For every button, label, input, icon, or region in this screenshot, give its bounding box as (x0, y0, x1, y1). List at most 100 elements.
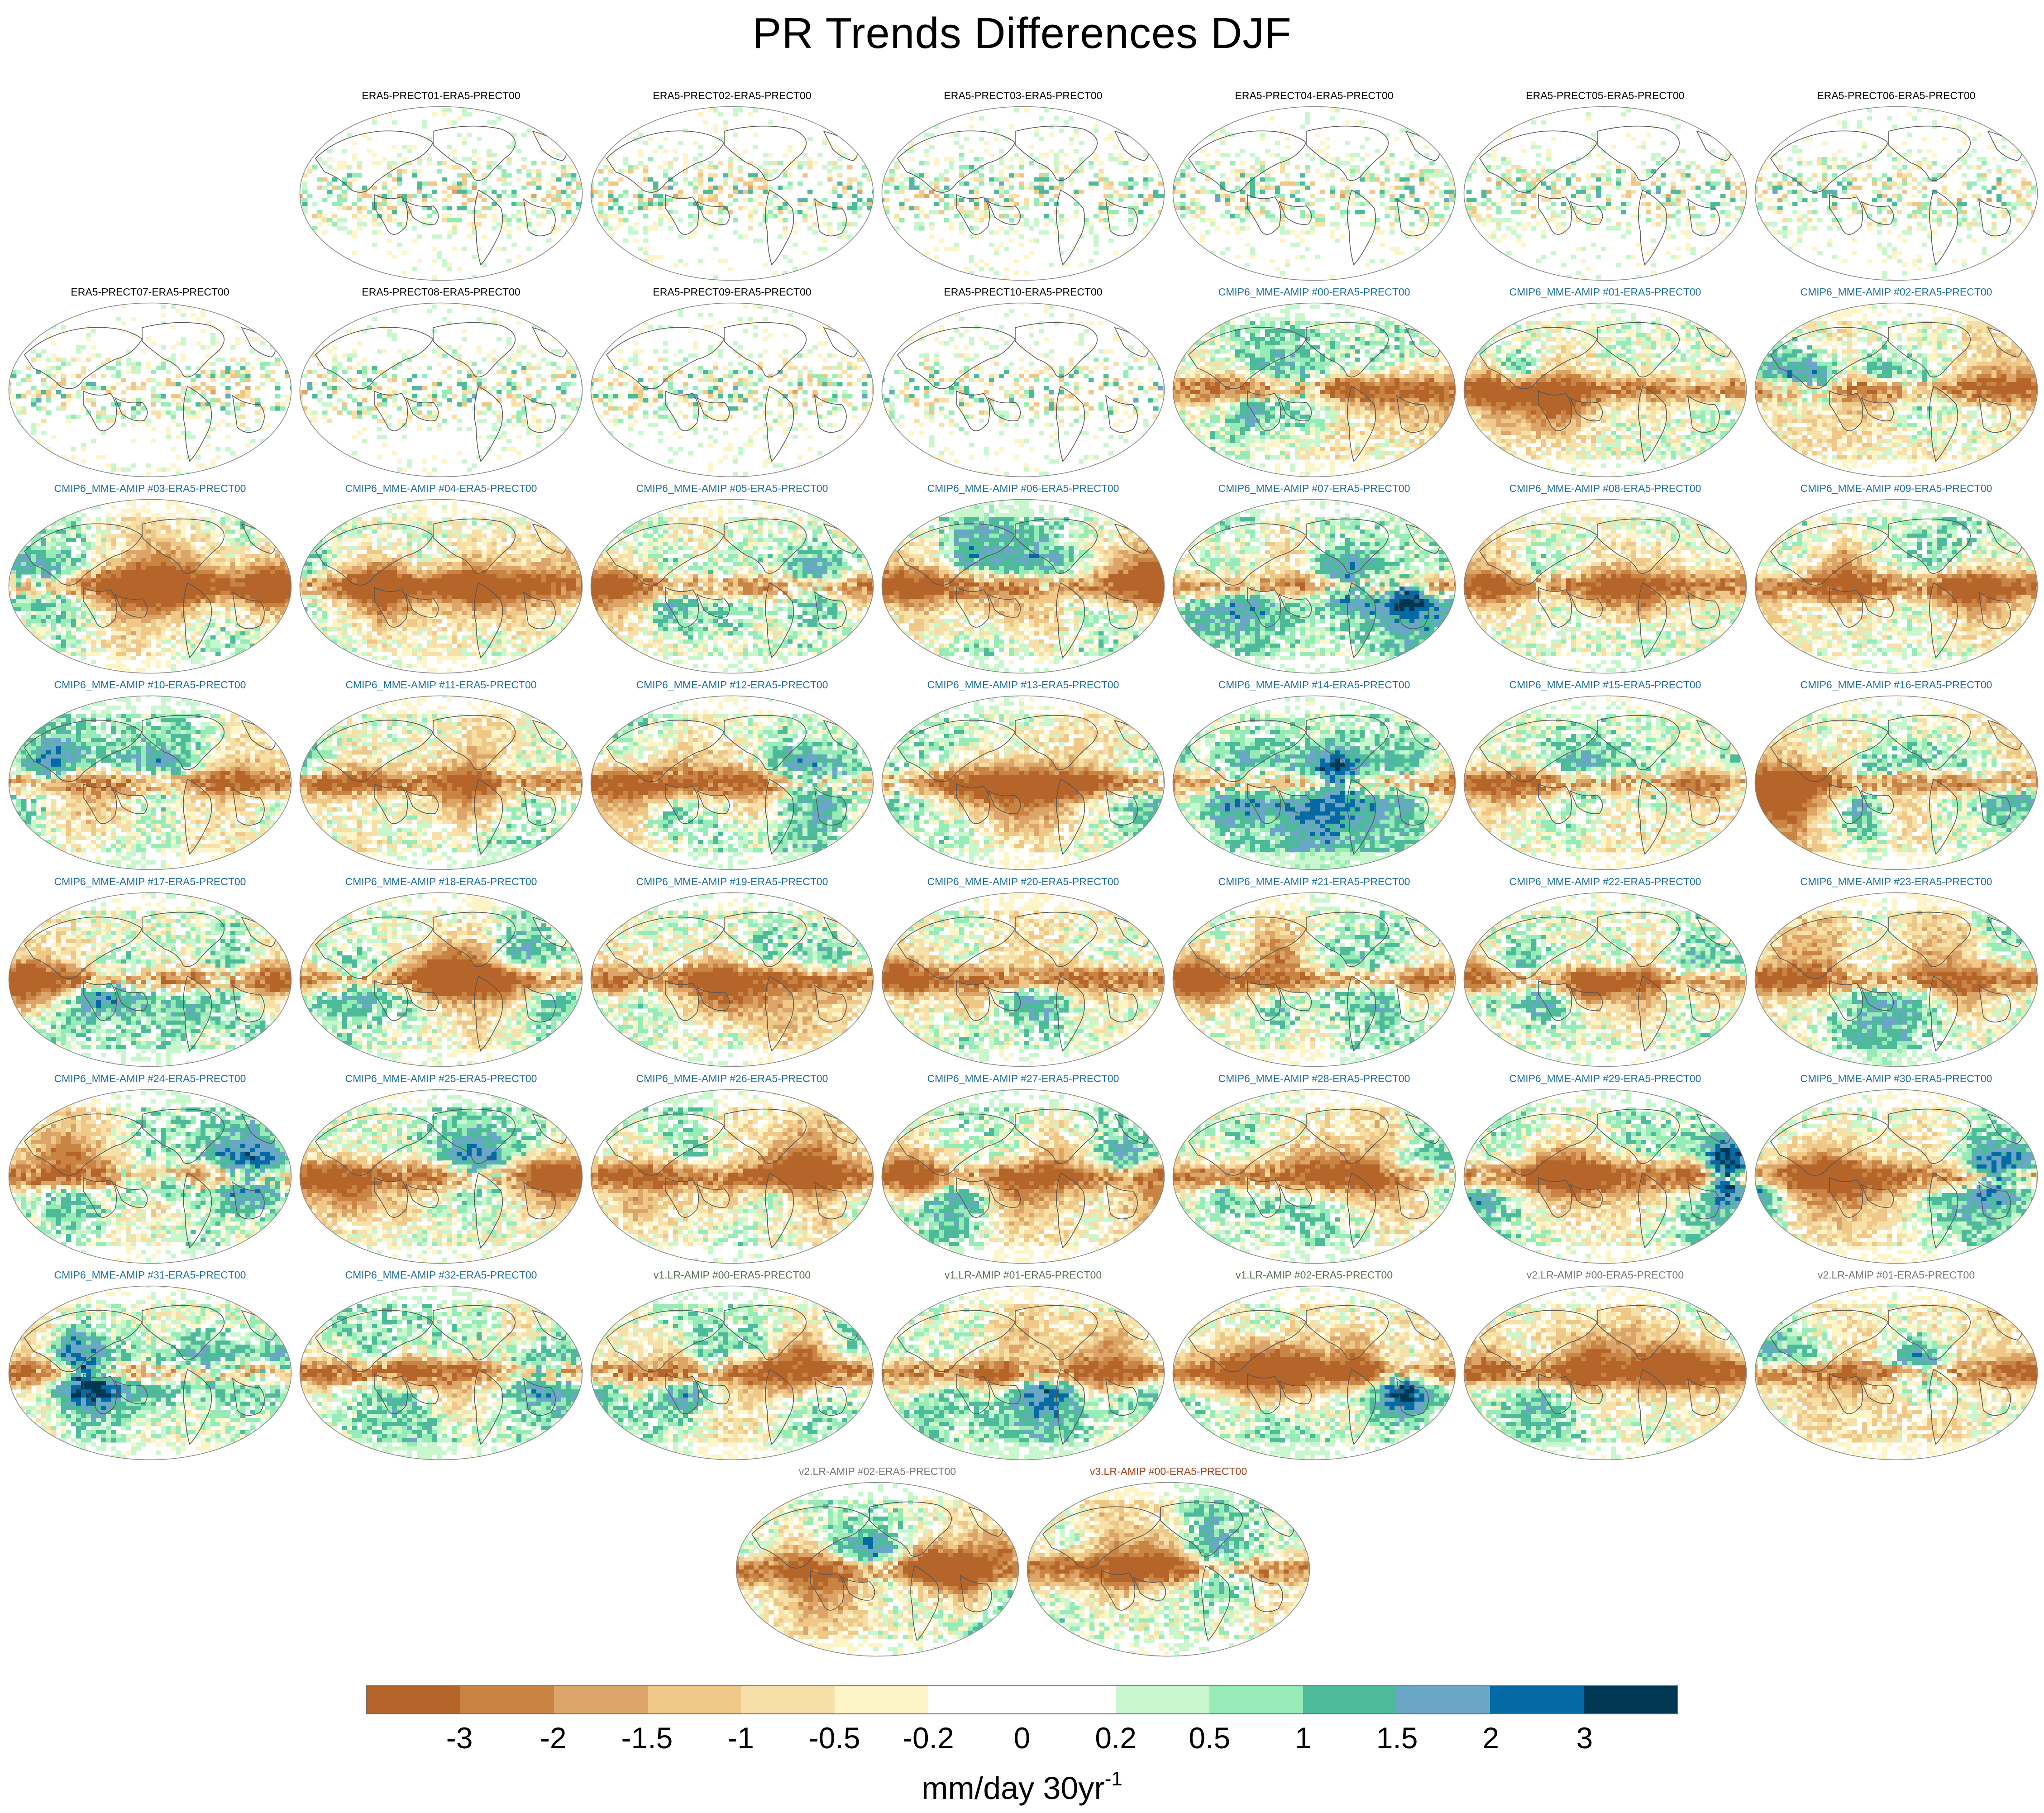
map-panel: CMIP6_MME-AMIP #16-ERA5-PRECT00 (1753, 678, 2040, 875)
robinson-map (1461, 1283, 1749, 1462)
trend-field (588, 1087, 876, 1266)
trend-field (879, 497, 1167, 676)
panel-title: CMIP6_MME-AMIP #18-ERA5-PRECT00 (297, 875, 585, 888)
trend-field (879, 104, 1167, 283)
robinson-map (1461, 1087, 1749, 1266)
colorbar (366, 1685, 1678, 1714)
trend-field (588, 497, 876, 676)
robinson-map (1170, 693, 1458, 872)
panel-title: v1.LR-AMIP #02-ERA5-PRECT00 (1170, 1268, 1458, 1282)
panel-title: ERA5-PRECT10-ERA5-PRECT00 (879, 285, 1167, 299)
panel-title: ERA5-PRECT05-ERA5-PRECT00 (1461, 89, 1749, 102)
colorbar-segment (1022, 1686, 1116, 1713)
trend-field (297, 890, 585, 1069)
trend-field (1753, 497, 2040, 676)
map-panel: ERA5-PRECT05-ERA5-PRECT00 (1461, 89, 1749, 286)
robinson-map (1753, 497, 2040, 676)
colorbar-segment (460, 1686, 554, 1713)
panel-title: ERA5-PRECT08-ERA5-PRECT00 (297, 285, 585, 299)
robinson-map (1753, 1087, 2040, 1266)
map-panel: v1.LR-AMIP #00-ERA5-PRECT00 (588, 1268, 876, 1465)
robinson-map (1461, 890, 1749, 1069)
map-panel: v1.LR-AMIP #01-ERA5-PRECT00 (879, 1268, 1167, 1465)
panel-title: CMIP6_MME-AMIP #32-ERA5-PRECT00 (297, 1268, 585, 1282)
colorbar-segment (835, 1686, 928, 1713)
map-panel: v2.LR-AMIP #01-ERA5-PRECT00 (1753, 1268, 2040, 1465)
colorbar-tick-label: -1 (696, 1720, 786, 1756)
panel-title: v2.LR-AMIP #01-ERA5-PRECT00 (1753, 1268, 2040, 1282)
robinson-map (1753, 301, 2040, 479)
colorbar-tick-label: 0.5 (1164, 1720, 1255, 1756)
map-panel: v2.LR-AMIP #02-ERA5-PRECT00 (734, 1465, 1021, 1661)
map-panel: v1.LR-AMIP #02-ERA5-PRECT00 (1170, 1268, 1458, 1465)
trend-field (6, 301, 294, 479)
trend-field (1170, 497, 1458, 676)
robinson-map (1753, 890, 2040, 1069)
robinson-map (1025, 1480, 1312, 1659)
robinson-map (297, 104, 585, 283)
panel-title: CMIP6_MME-AMIP #29-ERA5-PRECT00 (1461, 1072, 1749, 1085)
robinson-map (879, 104, 1167, 283)
map-panel: CMIP6_MME-AMIP #30-ERA5-PRECT00 (1753, 1072, 2040, 1269)
map-panel: CMIP6_MME-AMIP #19-ERA5-PRECT00 (588, 875, 876, 1072)
trend-field (1170, 104, 1458, 283)
robinson-map (588, 301, 876, 479)
trend-field (879, 890, 1167, 1069)
panel-title: CMIP6_MME-AMIP #02-ERA5-PRECT00 (1753, 285, 2040, 299)
colorbar-units-text: mm/day 30yr (922, 1770, 1105, 1806)
map-panel: CMIP6_MME-AMIP #05-ERA5-PRECT00 (588, 482, 876, 678)
trend-field (1753, 301, 2040, 479)
panel-title: CMIP6_MME-AMIP #19-ERA5-PRECT00 (588, 875, 876, 888)
map-panel: v3.LR-AMIP #00-ERA5-PRECT00 (1025, 1465, 1312, 1661)
trend-field (6, 497, 294, 676)
panel-title: CMIP6_MME-AMIP #14-ERA5-PRECT00 (1170, 678, 1458, 692)
panel-title: CMIP6_MME-AMIP #22-ERA5-PRECT00 (1461, 875, 1749, 888)
map-panel: ERA5-PRECT10-ERA5-PRECT00 (879, 285, 1167, 482)
trend-field (588, 1283, 876, 1462)
trend-field (879, 693, 1167, 872)
panel-title: CMIP6_MME-AMIP #11-ERA5-PRECT00 (297, 678, 585, 692)
colorbar-tick-label: 1 (1258, 1720, 1348, 1756)
map-panel: ERA5-PRECT06-ERA5-PRECT00 (1753, 89, 2040, 286)
map-panel: CMIP6_MME-AMIP #04-ERA5-PRECT00 (297, 482, 585, 678)
map-panel: CMIP6_MME-AMIP #13-ERA5-PRECT00 (879, 678, 1167, 875)
robinson-map (879, 497, 1167, 676)
colorbar-tick-label: -2 (508, 1720, 598, 1756)
panel-title: CMIP6_MME-AMIP #01-ERA5-PRECT00 (1461, 285, 1749, 299)
robinson-map (879, 1087, 1167, 1266)
map-panel: CMIP6_MME-AMIP #00-ERA5-PRECT00 (1170, 285, 1458, 482)
robinson-map (297, 497, 585, 676)
panel-title: v1.LR-AMIP #01-ERA5-PRECT00 (879, 1268, 1167, 1282)
colorbar-tick-label: 0 (977, 1720, 1067, 1756)
trend-field (1461, 301, 1749, 479)
panel-title: CMIP6_MME-AMIP #17-ERA5-PRECT00 (6, 875, 294, 888)
panel-title: CMIP6_MME-AMIP #03-ERA5-PRECT00 (6, 482, 294, 495)
panel-title: CMIP6_MME-AMIP #27-ERA5-PRECT00 (879, 1072, 1167, 1085)
panel-title: CMIP6_MME-AMIP #23-ERA5-PRECT00 (1753, 875, 2040, 888)
map-panel: CMIP6_MME-AMIP #08-ERA5-PRECT00 (1461, 482, 1749, 678)
map-panel: v2.LR-AMIP #00-ERA5-PRECT00 (1461, 1268, 1749, 1465)
robinson-map (588, 104, 876, 283)
trend-field (1170, 693, 1458, 872)
robinson-map (1461, 497, 1749, 676)
panel-title: v1.LR-AMIP #00-ERA5-PRECT00 (588, 1268, 876, 1282)
map-panel: CMIP6_MME-AMIP #06-ERA5-PRECT00 (879, 482, 1167, 678)
panel-title: CMIP6_MME-AMIP #15-ERA5-PRECT00 (1461, 678, 1749, 692)
colorbar-segment (648, 1686, 741, 1713)
trend-field (1170, 1087, 1458, 1266)
colorbar-tick-label: -0.5 (789, 1720, 880, 1756)
trend-field (588, 890, 876, 1069)
map-panel: CMIP6_MME-AMIP #32-ERA5-PRECT00 (297, 1268, 585, 1465)
trend-field (1025, 1480, 1312, 1659)
robinson-map (1170, 301, 1458, 479)
panel-title: ERA5-PRECT02-ERA5-PRECT00 (588, 89, 876, 102)
panel-title: CMIP6_MME-AMIP #24-ERA5-PRECT00 (6, 1072, 294, 1085)
map-panel: ERA5-PRECT08-ERA5-PRECT00 (297, 285, 585, 482)
map-panel: CMIP6_MME-AMIP #07-ERA5-PRECT00 (1170, 482, 1458, 678)
map-panel: CMIP6_MME-AMIP #27-ERA5-PRECT00 (879, 1072, 1167, 1269)
trend-field (6, 1283, 294, 1462)
robinson-map (588, 1087, 876, 1266)
map-panel: CMIP6_MME-AMIP #26-ERA5-PRECT00 (588, 1072, 876, 1269)
map-panel: CMIP6_MME-AMIP #29-ERA5-PRECT00 (1461, 1072, 1749, 1269)
robinson-map (879, 693, 1167, 872)
